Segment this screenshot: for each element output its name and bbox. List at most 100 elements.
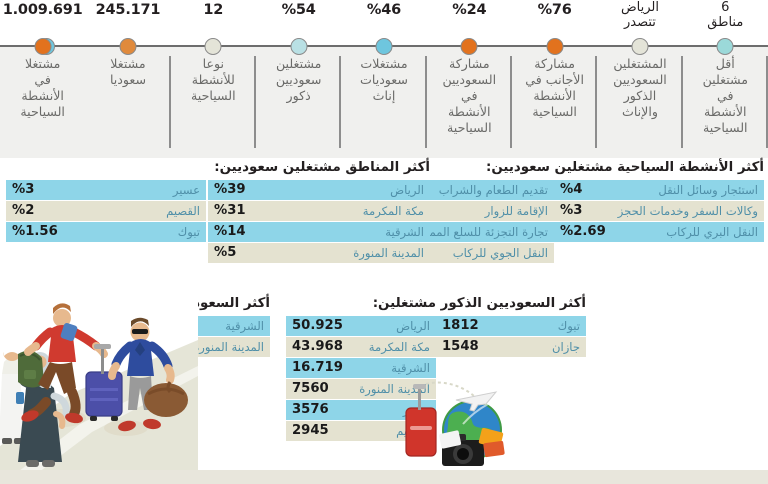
row-label: النقل الجوي للركاب	[407, 242, 555, 265]
timeline-item-label: نوعا للأنشطة السياحية	[191, 56, 236, 104]
row-value	[6, 242, 118, 265]
timeline-dot	[460, 38, 478, 55]
row-value: 50.925	[286, 316, 351, 338]
activities-left-table: استئجار وسائل النقل %4 وكالات السفر وخدمات…	[554, 180, 764, 265]
timeline-section: 1.009.691 مشتغلا في الأنشطة السياحية 245.1…	[0, 0, 768, 158]
table-row: النقل البري للركاب %2.69	[554, 221, 764, 244]
table-row: عسير%3	[6, 180, 206, 202]
males-left-table: تبوك 1812 جازان 1548	[436, 316, 586, 359]
table-row: الشرقية 16.719	[286, 357, 436, 380]
activities-title: أكثر الأنشطة السياحية مشتغلين سعوديين:	[486, 160, 764, 175]
regions-most-block: أكثر المناطق مشتغلين سعوديين: الرياض %39 م…	[208, 160, 430, 265]
row-label: تبوك	[117, 221, 206, 244]
timeline-divider	[509, 56, 512, 148]
row-label: القصيم	[117, 200, 206, 223]
row-label: الرياض	[350, 316, 436, 338]
row-label: مكة المكرمة	[350, 336, 436, 359]
timeline-dot	[290, 38, 308, 55]
row-value: %2.69	[554, 221, 612, 244]
males-title: أكثر السعوديين الذكور مشتغلين:	[372, 296, 586, 311]
row-value: 3576	[286, 399, 351, 422]
row-value: %4	[554, 180, 612, 202]
row-label: وكالات السفر وخدمات الحجز	[611, 200, 764, 223]
row-label: المدينة المنورة	[284, 242, 430, 265]
timeline-dot	[119, 38, 137, 55]
row-value: 2945	[286, 420, 351, 443]
timeline-item: %24 مشاركة السعوديين في الأنشطة السياحية	[427, 0, 512, 158]
regions-most-title: أكثر المناطق مشتغلين سعوديين:	[214, 160, 430, 175]
table-row	[554, 242, 764, 265]
row-value: 7560	[286, 378, 351, 401]
timeline-divider	[595, 56, 598, 148]
table-row: عسير3576	[286, 399, 436, 422]
timeline-item-value: %76	[537, 2, 572, 18]
timeline-dot	[34, 38, 52, 55]
table-row: القصيم%2	[6, 200, 206, 223]
table-row: المدينة المنورة%5	[208, 242, 430, 265]
row-label: النقل البري للركاب	[611, 221, 764, 244]
timeline-divider	[253, 56, 256, 148]
row-label: تجارة التجزئة للسلع المميزة	[407, 221, 555, 244]
table-row: الرياض 50.925	[286, 316, 436, 338]
timeline-dot	[631, 38, 649, 55]
row-value: 16.719	[286, 357, 351, 380]
timeline-item-value: 1.009.691	[2, 2, 83, 18]
table-row: تبوك %1.56	[6, 221, 206, 244]
travelers-illustration	[0, 296, 198, 484]
table-row: مكة المكرمة 43.968	[286, 336, 436, 359]
row-label: المدينة المنورة	[350, 378, 436, 401]
regions-least-table: عسير %3 القصيم %2 تبوك %1.56	[6, 180, 206, 265]
timeline-dot	[716, 38, 734, 55]
timeline-divider	[424, 56, 427, 148]
timeline-item-value: 6 مناطق	[707, 0, 744, 30]
timeline-item-value: الرياض تتصدر	[620, 0, 659, 30]
stats-row-middle: أكثر الأنشطة السياحية مشتغلين سعوديين: ا…	[0, 160, 768, 292]
timeline-item: الرياض تتصدر المشتغلين السعوديين الذكور و…	[597, 0, 683, 158]
timeline-item-value: 12	[203, 2, 224, 18]
timeline-item-label: مشاركة السعوديين في الأنشطة السياحية	[442, 56, 497, 136]
stats-row-bottom: أكثر السعوديين الذكور مشتغلين: تبوك 1812 ج…	[0, 296, 768, 484]
table-row: جازان 1548	[436, 336, 586, 359]
timeline-item-label: مشتغلين سعوديين ذكور	[275, 56, 322, 104]
males-left-half: تبوك 1812 جازان 1548	[436, 316, 586, 442]
timeline-divider	[339, 56, 342, 148]
timeline-item-label: مشاركة الأجانب في الأنشطة السياحية	[525, 56, 584, 120]
row-label: تقديم الطعام والشراب	[407, 180, 555, 202]
row-label	[117, 242, 206, 265]
row-label: الإقامة للزوار	[407, 200, 555, 223]
row-value: %3	[6, 180, 118, 202]
row-value: %3	[554, 200, 612, 223]
table-row: الرياض %39	[208, 180, 430, 202]
timeline-item: 245.171 مشتغلا سعوديا	[85, 0, 171, 158]
row-label: الشرقية	[183, 316, 270, 338]
timeline-item: %76 مشاركة الأجانب في الأنشطة السياحية	[512, 0, 598, 158]
timeline-item-label: المشتغلين السعوديين الذكور والإناث	[613, 56, 667, 120]
row-label: عسير	[117, 180, 206, 202]
row-value	[554, 242, 612, 265]
row-label: الشرقية	[284, 221, 430, 244]
timeline-item-label: مشتغلا سعوديا	[109, 56, 147, 88]
timeline-divider	[680, 56, 683, 148]
timeline-item-value: %24	[452, 2, 487, 18]
timeline-item: 12 نوعا للأنشطة السياحية	[171, 0, 256, 158]
bottom-strip	[0, 470, 768, 484]
row-value: %31	[208, 200, 285, 223]
regions-least-block: عسير %3 القصيم %2 تبوك %1.56	[6, 160, 206, 265]
timeline-item-label: أقل مشتغلين في الأنشطة السياحية	[702, 56, 748, 136]
regions-most-table: الرياض %39 مكة المكرمة %31 الشرقية %14 المدينة…	[208, 180, 430, 265]
row-value: 1548	[436, 336, 519, 359]
timeline-item: %54 مشتغلين سعوديين ذكور	[256, 0, 342, 158]
activities-block: أكثر الأنشطة السياحية مشتغلين سعوديين: ا…	[364, 160, 764, 265]
timeline-item-value: %54	[281, 2, 316, 18]
timeline-dot	[204, 38, 222, 55]
timeline-label-panel	[0, 47, 768, 158]
row-label: استئجار وسائل النقل	[611, 180, 764, 202]
row-value: %5	[208, 242, 285, 265]
travel-collage-illustration	[396, 374, 518, 480]
row-value: 43.968	[286, 336, 351, 359]
regions-least-title-spacer	[6, 160, 206, 176]
timeline-divider	[168, 56, 171, 148]
row-label: الشرقية	[350, 357, 436, 380]
timeline-item: 1.009.691 مشتغلا في الأنشطة السياحية	[0, 0, 85, 158]
